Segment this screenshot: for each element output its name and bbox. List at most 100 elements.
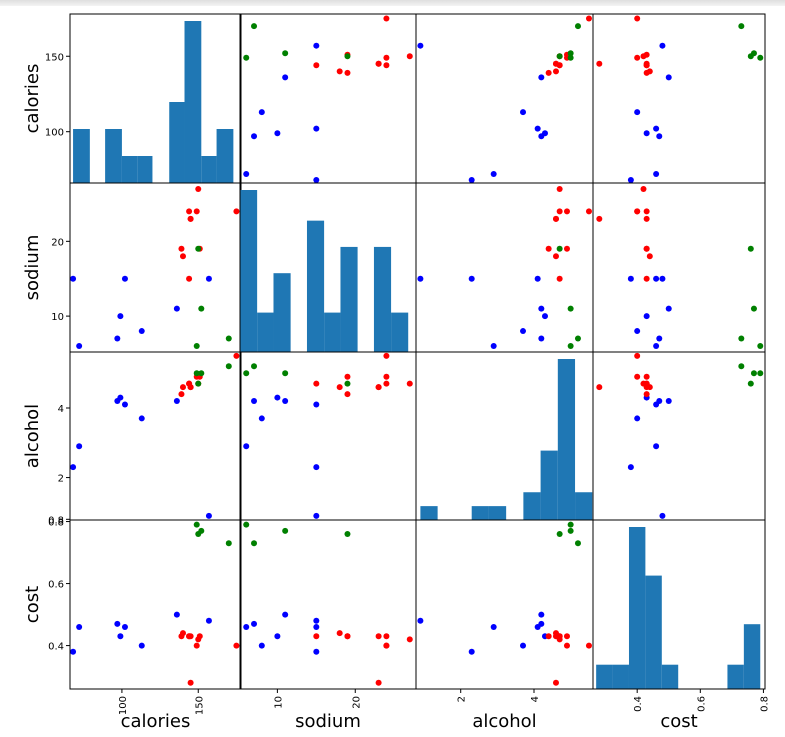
scatter-point-sodium-vs-calories xyxy=(173,305,180,312)
scatter-point-sodium-vs-calories xyxy=(186,208,193,215)
scatter-point-sodium-vs-cost xyxy=(634,208,641,215)
scatter-point-alcohol-vs-calories xyxy=(193,370,200,377)
scatter-point-cost-vs-alcohol xyxy=(490,623,497,630)
scatter-point-calories-vs-alcohol xyxy=(490,170,497,177)
scatter-point-sodium-vs-alcohol xyxy=(552,215,559,222)
scatter-point-cost-vs-calories xyxy=(187,679,194,686)
scatter-point-cost-vs-alcohol xyxy=(585,642,592,649)
scatter-point-sodium-vs-cost xyxy=(643,313,650,320)
histogram-bar-calories xyxy=(137,156,153,183)
scatter-point-cost-vs-alcohol xyxy=(468,648,475,655)
x-axis-label-alcohol: alcohol xyxy=(472,711,536,732)
scatter-point-alcohol-vs-cost xyxy=(634,352,641,359)
y-tick-label-cost: 0.6 xyxy=(48,580,64,591)
scatter-point-calories-vs-sodium xyxy=(251,23,258,30)
scatter-point-sodium-vs-cost xyxy=(750,305,757,312)
scatter-point-sodium-vs-alcohol xyxy=(567,305,574,312)
y-tick-label-alcohol: 0.8 xyxy=(48,515,64,526)
y-axis-label-calories: calories xyxy=(22,64,43,134)
scatter-point-cost-vs-sodium xyxy=(243,521,250,528)
scatter-point-calories-vs-sodium xyxy=(313,176,320,183)
panel-frame-cost-cost xyxy=(592,519,766,690)
scatter-point-cost-vs-alcohol xyxy=(563,642,570,649)
histogram-bar-alcohol xyxy=(420,506,438,520)
scatter-point-cost-vs-alcohol xyxy=(556,636,563,643)
panel-frame-sodium-cost xyxy=(592,182,766,353)
scatter-point-alcohol-vs-cost xyxy=(656,398,663,405)
scatter-point-alcohol-vs-calories xyxy=(225,363,232,370)
scatter-point-alcohol-vs-sodium xyxy=(406,380,413,387)
scatter-point-calories-vs-cost xyxy=(596,60,603,67)
scatter-point-cost-vs-calories xyxy=(193,521,200,528)
panel-frame-calories-cost xyxy=(592,13,766,184)
scatter-point-sodium-vs-cost xyxy=(640,185,647,192)
scatter-point-sodium-vs-cost xyxy=(656,335,663,342)
scatter-point-cost-vs-sodium xyxy=(313,648,320,655)
scatter-point-sodium-vs-calories xyxy=(70,275,77,282)
scatter-point-sodium-vs-cost xyxy=(643,215,650,222)
scatter-point-calories-vs-cost xyxy=(634,15,641,22)
scatter-point-cost-vs-calories xyxy=(178,633,185,640)
histogram-bar-calories xyxy=(105,129,122,183)
scatter-point-sodium-vs-alcohol xyxy=(556,245,563,252)
scatter-point-cost-vs-calories xyxy=(195,530,202,537)
scatter-point-alcohol-vs-calories xyxy=(121,401,128,408)
scatter-point-cost-vs-sodium xyxy=(383,642,390,649)
histogram-bar-sodium xyxy=(306,220,325,352)
scatter-point-calories-vs-sodium xyxy=(274,130,281,137)
scatter-point-sodium-vs-alcohol xyxy=(534,275,541,282)
scatter-point-sodium-vs-cost xyxy=(627,275,634,282)
scatter-point-sodium-vs-calories xyxy=(198,305,205,312)
scatter-point-cost-vs-sodium xyxy=(274,633,281,640)
scatter-point-calories-vs-alcohol xyxy=(538,133,545,140)
scatter-point-sodium-vs-calories xyxy=(138,328,145,335)
scatter-point-cost-vs-alcohol xyxy=(563,633,570,640)
scatter-point-sodium-vs-cost xyxy=(643,208,650,215)
y-axis-label-cost: cost xyxy=(22,586,43,623)
histogram-bar-sodium xyxy=(257,312,274,352)
scatter-point-alcohol-vs-cost xyxy=(627,464,634,471)
scatter-point-alcohol-vs-calories xyxy=(198,370,205,377)
scatter-point-cost-vs-calories xyxy=(193,642,200,649)
scatter-point-alcohol-vs-calories xyxy=(233,352,240,359)
scatter-point-cost-vs-calories xyxy=(70,648,77,655)
y-axis-label-alcohol: alcohol xyxy=(22,404,43,468)
scatter-point-sodium-vs-cost xyxy=(659,275,666,282)
scatter-point-cost-vs-sodium xyxy=(251,620,258,627)
histogram-bar-alcohol xyxy=(557,359,576,520)
histogram-bar-calories xyxy=(169,102,185,183)
scatter-point-calories-vs-sodium xyxy=(344,53,351,60)
histogram-bar-sodium xyxy=(391,312,409,352)
scatter-point-cost-vs-sodium xyxy=(282,527,289,534)
histogram-bar-alcohol xyxy=(575,492,593,520)
histogram-bar-alcohol xyxy=(523,492,541,520)
scatter-point-alcohol-vs-sodium xyxy=(375,384,382,391)
scatter-point-cost-vs-sodium xyxy=(313,617,320,624)
scatter-point-sodium-vs-cost xyxy=(653,343,660,350)
scatter-point-sodium-vs-alcohol xyxy=(538,335,545,342)
scatter-point-sodium-vs-alcohol xyxy=(556,275,563,282)
scatter-point-cost-vs-sodium xyxy=(375,633,382,640)
scatter-point-sodium-vs-cost xyxy=(747,245,754,252)
scatter-point-alcohol-vs-calories xyxy=(76,443,83,450)
scatter-point-cost-vs-alcohol xyxy=(567,527,574,534)
scatter-point-alcohol-vs-sodium xyxy=(344,373,351,380)
y-tick-label-cost: 0.8 xyxy=(48,518,64,529)
scatter-point-calories-vs-sodium xyxy=(383,54,390,61)
scatter-point-calories-vs-cost xyxy=(656,133,663,140)
scatter-point-sodium-vs-calories xyxy=(114,335,121,342)
scatter-point-alcohol-vs-cost xyxy=(643,373,650,380)
scatter-point-calories-vs-alcohol xyxy=(552,60,559,67)
scatter-point-alcohol-vs-calories xyxy=(195,380,202,387)
scatter-point-sodium-vs-alcohol xyxy=(545,245,552,252)
scatter-point-cost-vs-calories xyxy=(117,633,124,640)
scatter-point-calories-vs-cost xyxy=(643,130,650,137)
scatter-point-calories-vs-cost xyxy=(627,176,634,183)
scatter-point-sodium-vs-cost xyxy=(757,343,764,350)
scatter-point-calories-vs-alcohol xyxy=(520,109,527,116)
scatter-point-calories-vs-cost xyxy=(659,42,666,49)
scatter-point-cost-vs-alcohol xyxy=(556,530,563,537)
scatter-point-sodium-vs-alcohol xyxy=(552,253,559,260)
scatter-point-calories-vs-cost xyxy=(757,54,764,61)
scatter-point-calories-vs-sodium xyxy=(336,68,343,75)
